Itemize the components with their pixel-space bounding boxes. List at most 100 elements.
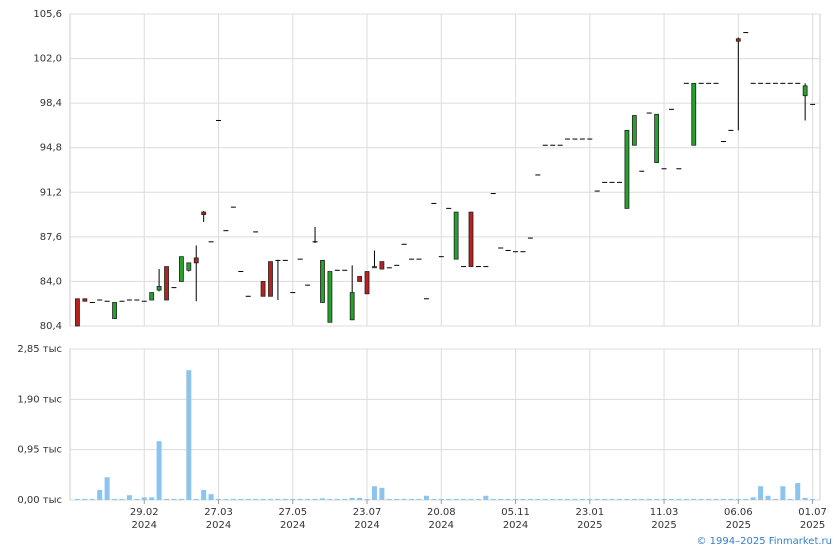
volume-bar — [230, 498, 236, 500]
candle-body — [468, 211, 474, 267]
volume-bar — [290, 498, 296, 500]
candle-body — [327, 271, 333, 323]
y-tick-label: 87,6 — [40, 232, 62, 243]
volume-bar — [327, 498, 333, 500]
volume-bar — [260, 498, 266, 500]
x-tick-year: 2024 — [354, 520, 379, 531]
candle-body — [193, 257, 199, 264]
volume-bar — [765, 495, 771, 500]
volume-bar — [520, 498, 526, 500]
volume-bar — [126, 495, 132, 500]
volume-bar — [661, 498, 667, 500]
volume-bar — [364, 498, 370, 500]
candle-body — [372, 266, 377, 269]
volume-bar — [646, 498, 652, 500]
volume-bar — [438, 498, 444, 500]
volume-bar — [171, 498, 177, 500]
candle-body — [112, 302, 117, 319]
volume-bar — [498, 498, 504, 500]
volume-bar — [89, 498, 95, 500]
volume-bar — [565, 498, 571, 500]
volume-bar — [572, 498, 578, 500]
candle-body — [178, 256, 184, 282]
candle-body — [379, 261, 385, 270]
volume-bar — [475, 498, 481, 500]
candle-body — [735, 38, 741, 42]
volume-bar — [557, 498, 563, 500]
volume-bar — [342, 498, 348, 500]
volume-bar — [134, 498, 140, 500]
volume-bar — [639, 498, 645, 500]
volume-bar — [104, 477, 110, 500]
volume-bar — [156, 441, 162, 500]
volume-bar — [602, 498, 608, 500]
y-tick-label: 91,2 — [40, 187, 62, 198]
candle-body — [453, 211, 459, 260]
volume-bar — [713, 498, 719, 500]
volume-bar — [253, 498, 259, 500]
volume-bar — [312, 498, 318, 500]
y-tick-label: 80,4 — [40, 321, 62, 332]
volume-bar — [357, 497, 363, 500]
candle-body — [349, 292, 355, 321]
candle-body — [691, 82, 697, 146]
x-tick-label: 27.03 — [204, 507, 233, 518]
x-tick-label: 11.03 — [650, 507, 679, 518]
volume-bar — [97, 489, 103, 500]
candle-body — [75, 298, 80, 327]
y-tick-label: 0,95 тыс — [17, 445, 62, 456]
x-tick-year: 2025 — [726, 520, 751, 531]
volume-bar — [468, 498, 474, 500]
volume-bar — [676, 498, 682, 500]
candle-body — [320, 259, 325, 303]
volume-bar — [624, 498, 630, 500]
volume-bar — [795, 483, 801, 500]
x-tick-label: 20.08 — [427, 507, 456, 518]
volume-bar — [282, 498, 288, 500]
volume-bar — [371, 486, 377, 500]
volume-bar — [594, 498, 600, 500]
volume-bar — [193, 498, 199, 500]
x-tick-year: 2024 — [206, 520, 231, 531]
volume-bar — [386, 498, 392, 500]
y-tick-label: 1,90 тыс — [17, 394, 62, 405]
y-tick-label: 98,4 — [40, 98, 62, 109]
x-tick-label: 06.06 — [724, 507, 753, 518]
y-tick-label: 84,0 — [40, 276, 62, 287]
volume-bar — [119, 498, 125, 500]
volume-bar — [513, 498, 519, 500]
x-tick-year: 2024 — [280, 520, 305, 531]
candle-body — [186, 262, 192, 271]
volume-bar — [743, 498, 749, 500]
x-tick-year: 2024 — [132, 520, 157, 531]
x-tick-year: 2024 — [429, 520, 454, 531]
y-tick-label: 94,8 — [40, 143, 62, 154]
volume-bar — [505, 498, 511, 500]
volume-bar — [416, 498, 422, 500]
candle-body — [631, 115, 637, 146]
candle-body — [624, 129, 630, 209]
volume-bar — [810, 498, 816, 500]
volume-bar — [542, 498, 548, 500]
volume-bar — [550, 498, 556, 500]
volume-bar — [461, 498, 467, 500]
volume-bar — [267, 498, 273, 500]
volume-bar — [617, 498, 623, 500]
candle-body — [268, 261, 273, 297]
x-tick-label: 05.11 — [501, 507, 530, 518]
volume-bar — [141, 497, 147, 500]
volume-bar — [334, 498, 340, 500]
candle-body — [82, 298, 88, 302]
volume-bar — [683, 498, 689, 500]
x-tick-label: 29.02 — [130, 507, 159, 518]
x-tick-year: 2025 — [577, 520, 602, 531]
y-tick-label: 0,00 тыс — [17, 495, 62, 506]
volume-bar — [587, 498, 593, 500]
volume-bar — [74, 498, 80, 500]
candle-body — [164, 266, 169, 301]
x-tick-label: 23.01 — [575, 507, 604, 518]
volume-bar — [802, 497, 808, 500]
volume-bar — [82, 498, 88, 500]
volume-bar — [178, 498, 184, 500]
